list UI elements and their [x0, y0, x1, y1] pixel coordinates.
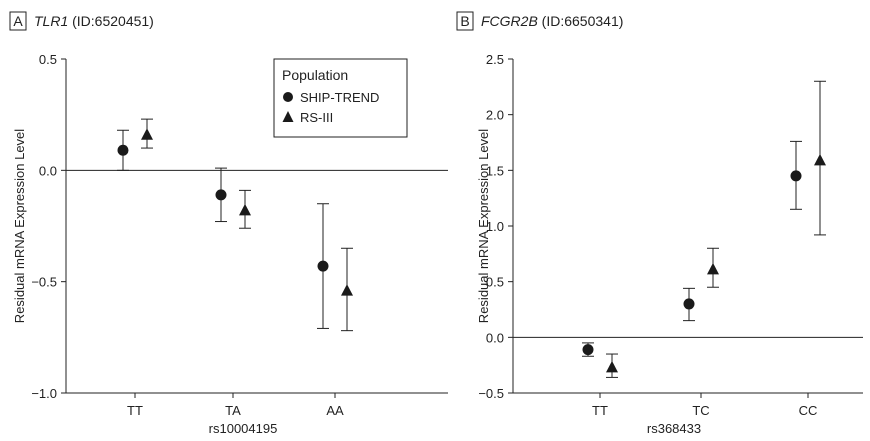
y-tick-label: 1.0 — [486, 219, 504, 234]
legend: Population SHIP-TREND RS-III — [273, 58, 408, 138]
x-tick-label: TT — [127, 403, 143, 418]
gene-id: (ID:6520451) — [68, 13, 154, 29]
y-axis-label: Residual mRNA Expression Level — [12, 129, 27, 323]
x-axis-label: rs368433 — [647, 421, 701, 436]
y-tick-label: 0.0 — [39, 163, 57, 178]
gene-id: (ID:6650341) — [538, 13, 624, 29]
panel-label: B — [460, 13, 469, 29]
y-tick-label: −1.0 — [31, 386, 57, 401]
legend-triangle-marker — [282, 111, 294, 122]
data-point-triangle — [814, 153, 826, 166]
x-tick-label: TC — [692, 403, 709, 418]
x-tick-label: CC — [799, 403, 818, 418]
panel-title: TLR1 (ID:6520451) — [34, 13, 154, 29]
x-tick-label: TT — [592, 403, 608, 418]
x-axis-label: rs10004195 — [209, 421, 278, 436]
y-tick-label: 1.5 — [486, 163, 504, 178]
data-point-triangle — [239, 203, 251, 216]
x-tick-label: TA — [225, 403, 241, 418]
data-point-circle — [317, 260, 329, 272]
gene-name: FCGR2B — [481, 13, 538, 29]
data-point-triangle — [341, 284, 353, 296]
panel-label-box — [456, 11, 474, 31]
legend-title: Population — [282, 67, 348, 83]
chart-panel-b: B FCGR2B (ID:6650341) 2.5 2.0 1.5 1.0 0.5 0.0 −0… — [456, 11, 863, 436]
y-tick-label: −0.5 — [478, 386, 504, 401]
data-point-triangle — [606, 360, 618, 373]
y-axis-label: Residual mRNA Expression Level — [476, 129, 491, 323]
legend-circle-marker — [283, 92, 293, 102]
y-tick-label: 0.5 — [39, 52, 57, 67]
y-tick-label: −0.5 — [31, 275, 57, 290]
panel-label-box — [9, 11, 27, 31]
y-tick-label: 2.0 — [486, 108, 504, 123]
panel-label: A — [13, 13, 23, 29]
chart-panel-a: A TLR1 (ID:6520451) 0.5 0.0 −0.5 −1.0 TT TA AA rs… — [9, 11, 448, 436]
legend-entry: SHIP-TREND — [300, 90, 379, 105]
data-point-triangle — [707, 262, 719, 275]
y-tick-label: 2.5 — [486, 52, 504, 67]
panel-title: FCGR2B (ID:6650341) — [481, 13, 623, 29]
legend-entry: RS-III — [300, 110, 333, 125]
data-point-circle — [582, 344, 594, 356]
legend-box — [273, 58, 408, 138]
y-tick-label: 0.0 — [486, 330, 504, 345]
data-point-circle — [215, 189, 227, 201]
data-point-circle — [117, 144, 129, 156]
gene-name: TLR1 — [34, 13, 68, 29]
x-tick-label: AA — [326, 403, 344, 418]
data-point-triangle — [141, 128, 153, 140]
y-tick-label: 0.5 — [486, 275, 504, 290]
data-point-circle — [683, 298, 695, 310]
data-point-circle — [790, 170, 802, 182]
